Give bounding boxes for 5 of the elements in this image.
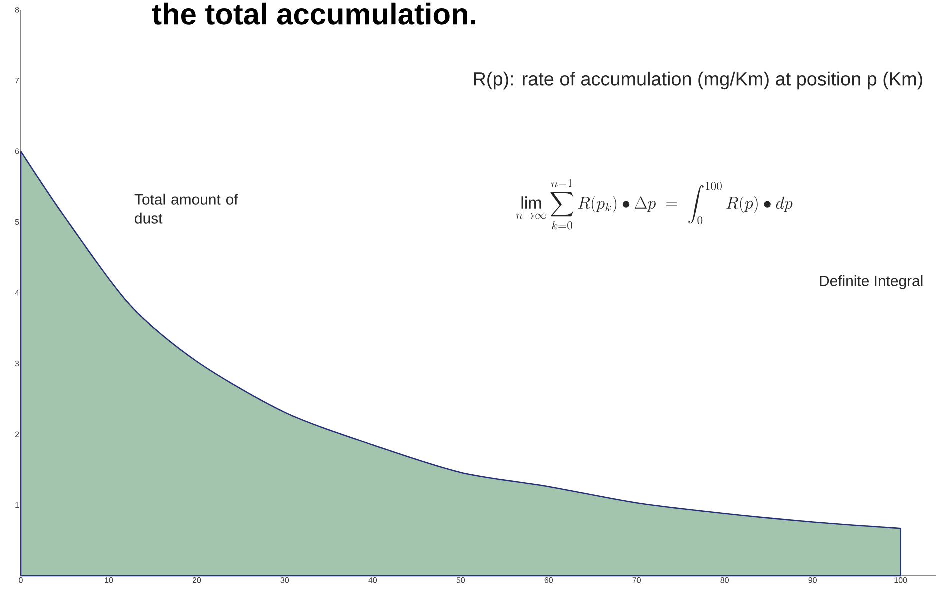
annotation: Definite Integral <box>820 275 923 290</box>
annotation: $\lim_{n\to\infty}\sum_{k=0}^{n-1} R(p_k)\bullet\Delta p \;=\; \int_{0}^{100} R(p)\bullet dp$ <box>516 179 793 230</box>
annotation: R(p): rate of accumulation (mg/Km) at position p (Km) <box>474 72 922 90</box>
chart-title: the total accumulation. <box>152 2 476 25</box>
annotation: Total amount of dust <box>134 194 238 224</box>
